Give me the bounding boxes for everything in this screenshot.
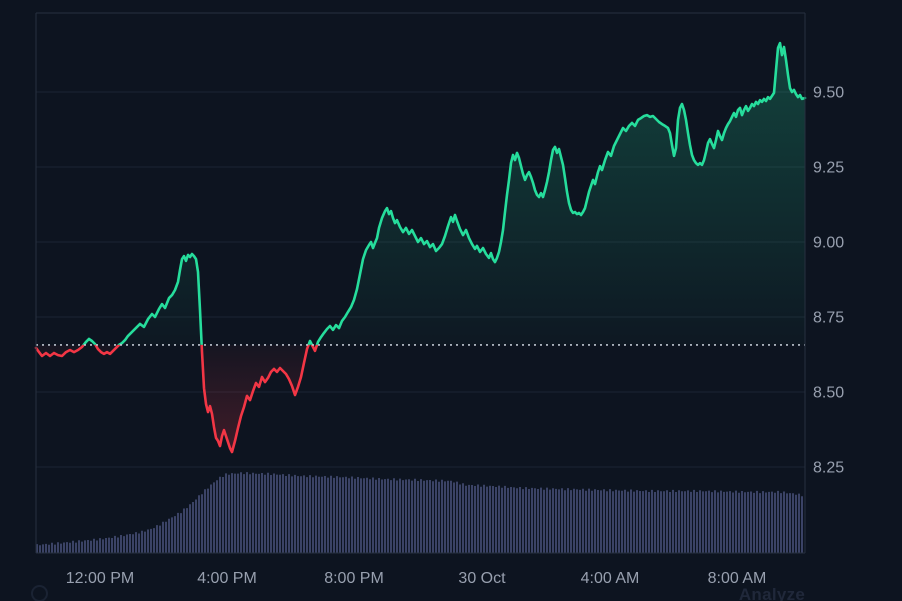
price-tick-label: 8.25 [813,460,844,477]
price-tick-label: 8.75 [813,310,844,327]
volume-bars [36,472,803,553]
time-axis-label: 12:00 PM [66,570,134,587]
price-tick-label: 9.50 [813,85,844,102]
price-tick-label: 8.50 [813,385,844,402]
time-axis-label: 4:00 AM [581,570,640,587]
price-tick-label: 9.25 [813,160,844,177]
time-axis-label: 4:00 PM [197,570,257,587]
time-axis-label: 30 Oct [458,570,506,587]
area-fill-below-baseline [36,344,805,452]
price-axis[interactable]: 9.50 9.25 9.00 8.75 8.50 8.25 [813,85,844,477]
pane-borders [35,12,806,554]
price-tick-label: 9.00 [813,235,844,252]
logo-mark-icon [31,585,48,601]
time-axis-label: 8:00 AM [708,570,767,587]
watermark-text: Analyze [738,585,806,601]
time-axis-label: 8:00 PM [324,570,384,587]
price-line-up [81,41,807,345]
time-axis[interactable]: 12:00 PM 4:00 PM 8:00 PM 30 Oct 4:00 AM 8:00 … [66,570,767,587]
area-fill-above-baseline [83,43,805,345]
